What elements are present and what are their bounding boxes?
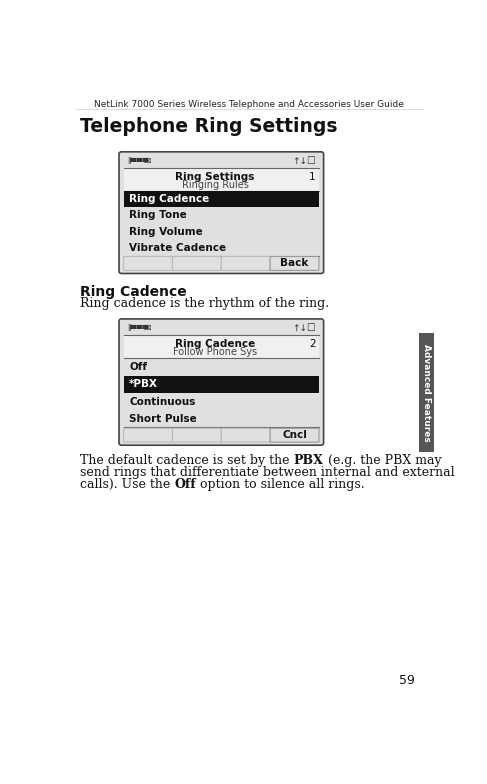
Bar <box>124 376 319 393</box>
Text: Off: Off <box>129 362 147 372</box>
FancyBboxPatch shape <box>221 428 270 442</box>
Bar <box>124 168 319 191</box>
FancyBboxPatch shape <box>124 428 172 442</box>
Text: calls). Use the: calls). Use the <box>80 477 174 491</box>
FancyBboxPatch shape <box>119 152 323 274</box>
Text: Follow Phone Sys: Follow Phone Sys <box>173 347 257 357</box>
FancyBboxPatch shape <box>172 256 221 270</box>
Bar <box>419 332 434 452</box>
Text: Ⅱ▀▀▀: Ⅱ▀▀▀ <box>128 157 149 165</box>
Text: Ringing Rules: Ringing Rules <box>182 180 248 190</box>
Text: The default cadence is set by the: The default cadence is set by the <box>80 455 294 467</box>
Text: Vibrate Cadence: Vibrate Cadence <box>129 243 226 252</box>
Text: PBX: PBX <box>294 455 324 467</box>
Text: Back: Back <box>281 259 309 268</box>
Text: ↑↓: ↑↓ <box>292 157 307 165</box>
Text: send rings that differentiate between internal and external: send rings that differentiate between in… <box>80 466 455 479</box>
Text: ↑↓: ↑↓ <box>292 324 307 332</box>
Bar <box>124 191 319 207</box>
Text: *PBX: *PBX <box>129 379 158 389</box>
Text: Short Pulse: Short Pulse <box>129 414 197 424</box>
Text: Ring Settings: Ring Settings <box>175 172 255 182</box>
FancyBboxPatch shape <box>270 428 319 442</box>
Text: option to silence all rings.: option to silence all rings. <box>196 477 365 491</box>
Text: (e.g. the PBX may: (e.g. the PBX may <box>324 455 441 467</box>
Text: Ring Cadence: Ring Cadence <box>80 285 187 299</box>
Text: 2: 2 <box>309 339 316 349</box>
Text: Ring Tone: Ring Tone <box>129 210 187 220</box>
FancyBboxPatch shape <box>270 256 319 270</box>
Text: Cncl: Cncl <box>282 430 307 440</box>
Text: Ⅱ▀▀▀: Ⅱ▀▀▀ <box>128 324 149 332</box>
Text: 1: 1 <box>309 172 316 182</box>
Text: Off: Off <box>174 477 196 491</box>
Text: ✉: ✉ <box>143 157 150 165</box>
Text: NetLink 7000 Series Wireless Telephone and Accessories User Guide: NetLink 7000 Series Wireless Telephone a… <box>94 100 404 109</box>
FancyBboxPatch shape <box>172 428 221 442</box>
Text: Ring Cadence: Ring Cadence <box>129 194 209 204</box>
Text: ☐: ☐ <box>306 323 315 333</box>
Text: 59: 59 <box>399 674 415 687</box>
FancyBboxPatch shape <box>221 256 270 270</box>
Text: Advanced Features: Advanced Features <box>422 343 431 441</box>
Text: Continuous: Continuous <box>129 397 195 406</box>
Text: Ring cadence is the rhythm of the ring.: Ring cadence is the rhythm of the ring. <box>80 296 329 310</box>
Text: Telephone Ring Settings: Telephone Ring Settings <box>80 117 338 136</box>
Text: Ring Volume: Ring Volume <box>129 227 203 237</box>
Text: ☐: ☐ <box>306 156 315 166</box>
FancyBboxPatch shape <box>124 256 172 270</box>
Bar <box>124 335 319 358</box>
Text: ✉: ✉ <box>143 324 150 332</box>
FancyBboxPatch shape <box>119 319 323 445</box>
Text: Ring Cadence: Ring Cadence <box>175 339 255 349</box>
